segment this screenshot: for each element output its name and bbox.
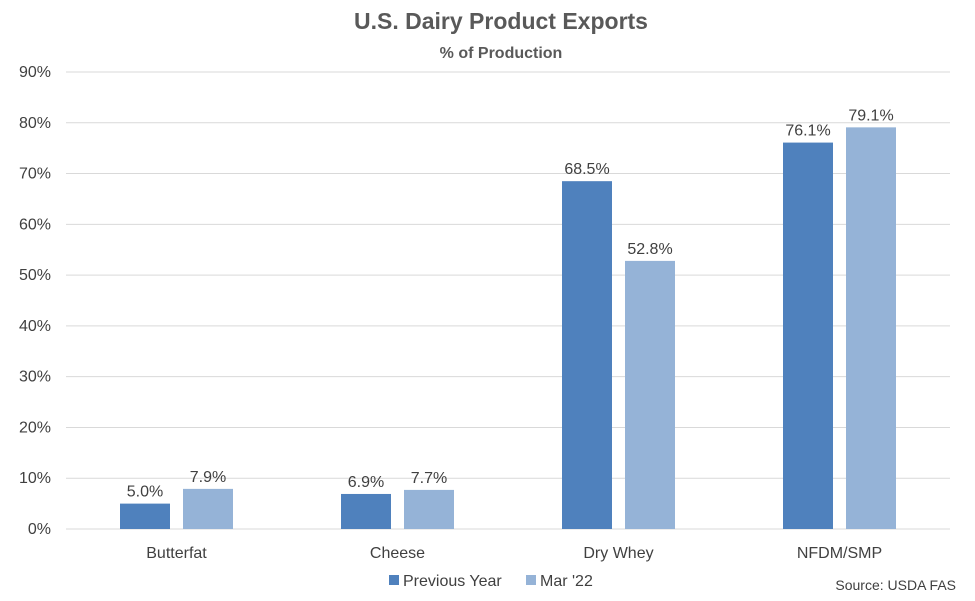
data-labels: 5.0% 7.9% 6.9% 7.7% 68.5% 52.8% 76.1% 79.1% xyxy=(127,107,894,500)
chart-title: U.S. Dairy Product Exports xyxy=(354,8,648,34)
legend-label-previous-year: Previous Year xyxy=(403,573,502,590)
data-label-nfdm-smp-previous-year: 76.1% xyxy=(785,123,830,140)
bar-dry-whey-previous-year xyxy=(562,181,612,529)
x-axis-categories: Butterfat Cheese Dry Whey NFDM/SMP xyxy=(146,545,882,562)
legend-label-mar-22: Mar '22 xyxy=(540,573,593,590)
x-category-label: NFDM/SMP xyxy=(797,545,882,562)
x-category-label: Butterfat xyxy=(146,545,207,562)
x-category-label: Dry Whey xyxy=(583,545,653,562)
bar-nfdm-smp-previous-year xyxy=(783,142,833,529)
y-tick-label: 50% xyxy=(19,267,51,284)
bar-cheese-previous-year xyxy=(341,493,391,529)
y-tick-label: 20% xyxy=(19,419,51,436)
y-tick-label: 10% xyxy=(19,470,51,487)
y-tick-label: 60% xyxy=(19,216,51,233)
y-tick-label: 90% xyxy=(19,64,51,81)
data-label-butterfat-mar-22: 7.9% xyxy=(190,469,226,486)
gridlines xyxy=(66,71,950,530)
bar-butterfat-mar-22 xyxy=(183,488,233,529)
y-tick-label: 40% xyxy=(19,318,51,335)
y-tick-label: 30% xyxy=(19,369,51,386)
bar-cheese-mar-22 xyxy=(404,489,454,529)
y-tick-label: 0% xyxy=(28,521,51,538)
data-label-butterfat-previous-year: 5.0% xyxy=(127,484,163,501)
data-label-dry-whey-previous-year: 68.5% xyxy=(564,161,609,178)
chart-subtitle: % of Production xyxy=(440,45,563,62)
y-tick-label: 70% xyxy=(19,166,51,183)
bar-butterfat-previous-year xyxy=(120,503,170,529)
data-label-cheese-mar-22: 7.7% xyxy=(411,470,447,487)
x-category-label: Cheese xyxy=(370,545,425,562)
data-label-dry-whey-mar-22: 52.8% xyxy=(627,241,672,258)
source-note: Source: USDA FAS xyxy=(835,577,956,593)
bar-dry-whey-mar-22 xyxy=(625,260,675,529)
data-label-nfdm-smp-mar-22: 79.1% xyxy=(848,107,893,124)
legend: Previous Year Mar '22 xyxy=(389,573,593,590)
bars xyxy=(120,127,896,529)
legend-swatch-previous-year xyxy=(389,575,399,585)
y-tick-label: 80% xyxy=(19,115,51,132)
legend-swatch-mar-22 xyxy=(526,575,536,585)
y-axis-ticks: 0% 10% 20% 30% 40% 50% 60% 70% 80% 90% xyxy=(19,64,51,538)
data-label-cheese-previous-year: 6.9% xyxy=(348,474,384,491)
bar-nfdm-smp-mar-22 xyxy=(846,127,896,529)
